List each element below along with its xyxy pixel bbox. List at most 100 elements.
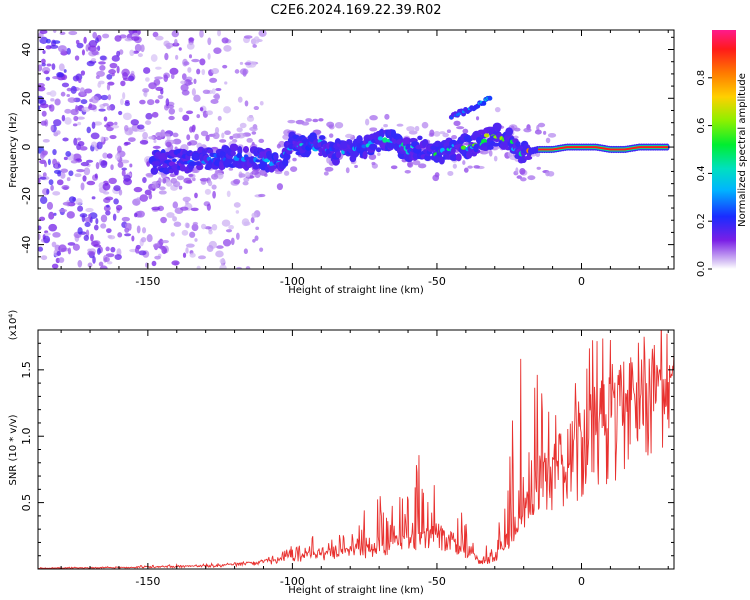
noise-blob (175, 54, 179, 60)
noise-blob (383, 124, 388, 128)
noise-blob (190, 207, 199, 212)
noise-blob (242, 181, 249, 186)
noise-blob (111, 72, 115, 77)
noise-blob (145, 77, 150, 82)
noise-blob (106, 204, 110, 208)
noise-blob (111, 55, 120, 62)
noise-blob (85, 207, 94, 213)
noise-blob (41, 58, 46, 64)
noise-blob (102, 182, 111, 191)
noise-blob (182, 196, 191, 202)
noise-blob (103, 116, 108, 122)
noise-blob (53, 169, 62, 174)
noise-blob (211, 88, 216, 95)
noise-blob (242, 69, 247, 77)
noise-blob (48, 179, 54, 186)
ridge-blob (450, 147, 456, 154)
noise-blob (292, 157, 297, 162)
noise-blob (219, 264, 227, 269)
noise-blob (235, 210, 240, 214)
noise-blob (181, 73, 187, 81)
noise-blob (192, 221, 198, 226)
noise-blob (44, 232, 51, 236)
noise-blob (66, 93, 71, 97)
noise-blob (67, 247, 72, 255)
noise-blob (62, 201, 72, 206)
noise-blob (188, 54, 193, 59)
noise-blob (40, 120, 47, 126)
noise-blob (168, 108, 176, 115)
noise-blob (536, 166, 541, 170)
noise-blob (520, 177, 527, 182)
noise-blob (77, 227, 83, 235)
noise-blob (96, 247, 101, 255)
noise-blob (95, 218, 99, 225)
noise-blob (171, 30, 179, 38)
noise-blob (453, 120, 461, 127)
noise-blob (545, 137, 551, 144)
noise-blob (66, 177, 71, 182)
noise-blob (115, 204, 123, 211)
noise-blob (67, 97, 77, 103)
noise-blob (185, 247, 189, 254)
noise-blob (250, 216, 255, 224)
snr-yscale-label: (x10⁴) (8, 310, 19, 341)
noise-blob (116, 65, 120, 74)
noise-blob (53, 119, 62, 127)
noise-blob (215, 250, 224, 258)
noise-blob (91, 50, 99, 56)
noise-blob (72, 123, 78, 127)
noise-blob (447, 170, 454, 176)
noise-blob (53, 30, 57, 34)
noise-blob (176, 175, 185, 181)
noise-blob (91, 141, 98, 147)
ridge-blob (304, 150, 311, 158)
noise-blob (108, 235, 116, 240)
noise-blob (429, 129, 435, 137)
noise-blob (38, 177, 41, 184)
noise-blob (166, 135, 171, 141)
noise-blob (194, 133, 199, 141)
noise-blob (76, 42, 84, 49)
noise-blob (105, 246, 110, 252)
noise-blob (191, 124, 196, 133)
x-tick-label: -100 (280, 275, 305, 288)
noise-blob (168, 115, 175, 121)
noise-blob (124, 233, 132, 237)
noise-blob (185, 222, 190, 229)
noise-blob (38, 225, 42, 231)
ridge-blob (237, 146, 243, 155)
ridge-blob (318, 151, 324, 157)
noise-blob (137, 124, 145, 130)
noise-blob (148, 136, 155, 140)
noise-blob (171, 260, 180, 266)
noise-blob (77, 205, 84, 212)
noise-blob (139, 99, 146, 105)
noise-blob (252, 44, 257, 48)
ridge-blob (230, 150, 236, 156)
x-tick-label: -50 (428, 275, 446, 288)
noise-blob (513, 127, 521, 132)
noise-blob (103, 191, 110, 195)
noise-blob (199, 177, 209, 182)
ridge-blob (229, 143, 239, 152)
noise-blob (473, 165, 480, 169)
noise-blob (187, 81, 193, 85)
noise-blob (56, 179, 64, 186)
noise-blob (61, 185, 70, 190)
noise-blob (64, 117, 72, 125)
ridge-blob (430, 145, 437, 151)
noise-blob (312, 118, 319, 123)
noise-blob (57, 45, 67, 53)
noise-blob (39, 176, 47, 180)
noise-blob (214, 93, 220, 101)
noise-blob (117, 145, 122, 153)
ridge-blob (319, 135, 326, 141)
noise-blob (151, 181, 159, 185)
noise-blob (186, 134, 191, 141)
noise-blob (119, 98, 124, 106)
noise-blob (207, 37, 212, 46)
noise-blob (39, 103, 49, 109)
noise-blob (186, 42, 195, 50)
